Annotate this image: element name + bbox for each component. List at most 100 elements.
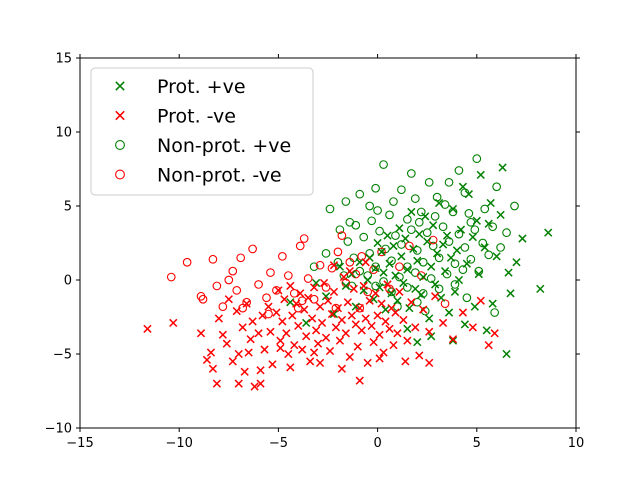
marker-stroke — [290, 340, 299, 350]
data-point — [399, 278, 408, 288]
data-point — [448, 335, 458, 344]
marker-stroke — [468, 232, 477, 242]
data-point — [413, 338, 422, 347]
marker-stroke — [274, 286, 283, 295]
marker-stroke — [345, 352, 354, 362]
marker-stroke — [351, 320, 360, 329]
data-point — [286, 363, 295, 372]
data-point — [389, 340, 398, 350]
data-point — [329, 309, 339, 319]
marker-stroke — [464, 190, 473, 199]
data-point — [415, 351, 424, 360]
data-point — [496, 210, 505, 220]
data-point — [422, 228, 432, 237]
data-point — [232, 306, 241, 316]
data-point — [397, 185, 406, 195]
legend-marker — [115, 81, 125, 91]
marker-stroke — [331, 323, 341, 332]
marker-stroke — [425, 314, 434, 323]
marker-stroke — [544, 228, 553, 237]
data-point — [464, 209, 474, 218]
data-point — [222, 339, 231, 348]
marker-stroke — [242, 299, 251, 308]
data-point — [214, 314, 224, 323]
marker-stroke — [492, 252, 501, 261]
marker-stroke — [427, 332, 436, 341]
marker-stroke — [369, 338, 378, 347]
data-point — [412, 297, 422, 307]
legend-marker — [115, 110, 125, 121]
data-point — [371, 281, 380, 291]
marker-stroke — [294, 321, 303, 331]
marker-stroke — [440, 266, 450, 276]
data-point — [375, 330, 384, 339]
marker-stroke — [234, 349, 243, 359]
marker-stroke — [431, 280, 440, 289]
data-point — [385, 210, 394, 220]
data-point — [502, 228, 511, 237]
data-point — [454, 275, 464, 285]
data-point — [387, 289, 396, 298]
marker-stroke — [244, 348, 253, 357]
data-point — [317, 318, 327, 328]
data-point — [544, 228, 553, 237]
marker-stroke — [397, 252, 406, 261]
marker-stroke — [224, 295, 233, 304]
data-point — [460, 243, 470, 252]
marker-stroke — [335, 336, 345, 345]
marker-stroke — [409, 244, 418, 254]
marker-stroke — [250, 382, 259, 391]
data-point — [385, 324, 394, 333]
data-point — [488, 222, 498, 232]
data-point — [411, 284, 420, 294]
marker-stroke — [452, 246, 462, 255]
marker-stroke — [307, 314, 317, 323]
data-point — [389, 241, 398, 251]
data-point — [377, 247, 386, 257]
legend-label: Prot. +ve — [157, 76, 246, 98]
data-point — [206, 348, 216, 357]
data-point — [196, 329, 206, 338]
data-point — [401, 234, 410, 243]
data-point — [288, 311, 297, 320]
data-point — [434, 284, 444, 294]
marker-stroke — [496, 210, 505, 220]
marker-stroke — [486, 198, 495, 208]
legend-entry-non-prot-ve: Non-prot. +ve — [115, 135, 291, 157]
data-point — [472, 154, 482, 163]
marker-stroke — [381, 305, 390, 314]
marker-stroke — [472, 216, 481, 225]
data-point — [458, 182, 468, 191]
marker-stroke — [371, 264, 380, 273]
marker-stroke — [311, 278, 321, 288]
data-point — [169, 318, 178, 328]
marker-stroke — [383, 231, 392, 240]
data-point — [256, 379, 265, 388]
marker-stroke — [309, 283, 319, 292]
data-point — [498, 163, 507, 172]
marker-stroke — [218, 330, 227, 339]
data-point — [337, 315, 347, 325]
data-point — [468, 232, 477, 242]
series-prot-ve — [286, 163, 553, 359]
data-point — [367, 321, 376, 331]
marker-stroke — [399, 278, 408, 288]
legend-entry-prot-ve: Prot. -ve — [115, 106, 236, 128]
data-point — [250, 382, 259, 391]
data-point — [397, 240, 406, 249]
data-point — [311, 278, 321, 288]
data-point — [248, 244, 257, 254]
data-point — [403, 265, 412, 274]
data-point — [484, 340, 493, 350]
data-point — [536, 284, 545, 294]
data-point — [375, 354, 384, 363]
data-point — [319, 278, 329, 288]
data-point — [414, 217, 424, 227]
data-point — [355, 303, 365, 313]
data-point — [393, 296, 402, 305]
marker-stroke — [448, 335, 458, 344]
marker-stroke — [260, 345, 269, 354]
data-point — [234, 349, 243, 359]
data-point — [276, 336, 285, 345]
data-point — [397, 252, 406, 261]
